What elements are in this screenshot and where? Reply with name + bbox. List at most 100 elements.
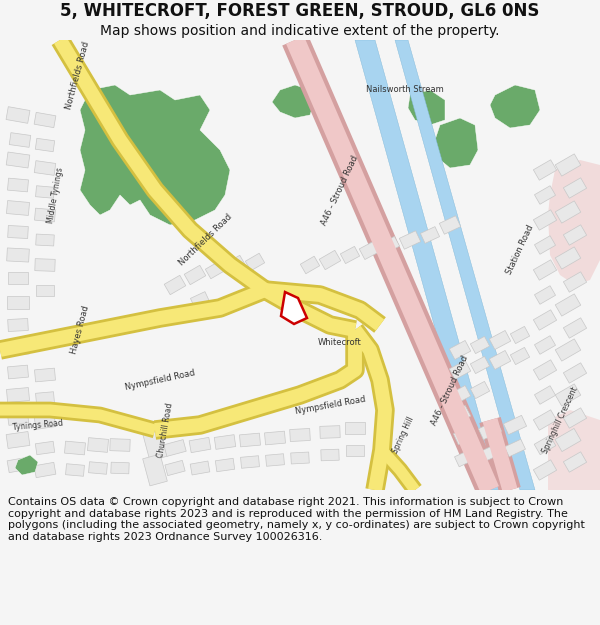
Polygon shape: [319, 250, 341, 270]
Polygon shape: [35, 368, 55, 382]
Polygon shape: [345, 422, 365, 434]
Polygon shape: [65, 464, 85, 476]
Polygon shape: [395, 40, 535, 490]
Polygon shape: [291, 452, 309, 464]
Text: Whitecroft: Whitecroft: [318, 338, 362, 347]
Text: 5, WHITECROFT, FOREST GREEN, STROUD, GL6 0NS: 5, WHITECROFT, FOREST GREEN, STROUD, GL6…: [61, 2, 539, 20]
Text: Hayes Road: Hayes Road: [69, 305, 91, 355]
Polygon shape: [380, 236, 400, 254]
Polygon shape: [301, 256, 320, 274]
Polygon shape: [35, 186, 55, 198]
Polygon shape: [503, 416, 527, 434]
Polygon shape: [555, 201, 581, 223]
Polygon shape: [490, 85, 540, 128]
Text: Nympsfield Road: Nympsfield Road: [124, 368, 196, 392]
Text: A46 - Stroud Road: A46 - Stroud Road: [430, 354, 470, 426]
Polygon shape: [449, 341, 471, 359]
Polygon shape: [470, 356, 490, 374]
Polygon shape: [110, 439, 130, 451]
Polygon shape: [7, 296, 29, 309]
Polygon shape: [548, 410, 600, 490]
Text: Northfields Road: Northfields Road: [65, 40, 91, 110]
Polygon shape: [340, 246, 359, 264]
Polygon shape: [241, 456, 259, 468]
Polygon shape: [35, 138, 55, 152]
Polygon shape: [245, 253, 265, 271]
Text: Springhill Crescent: Springhill Crescent: [541, 385, 580, 455]
Text: Spring Hill: Spring Hill: [391, 415, 415, 455]
Polygon shape: [533, 260, 557, 280]
Polygon shape: [8, 272, 28, 284]
Polygon shape: [111, 462, 129, 474]
Polygon shape: [9, 132, 31, 148]
Text: Northfields Road: Northfields Road: [176, 213, 233, 268]
Text: Contains OS data © Crown copyright and database right 2021. This information is : Contains OS data © Crown copyright and d…: [8, 497, 585, 542]
Polygon shape: [36, 234, 54, 246]
Polygon shape: [34, 112, 56, 128]
Polygon shape: [266, 454, 284, 466]
Polygon shape: [555, 384, 581, 406]
Polygon shape: [6, 431, 30, 449]
Polygon shape: [400, 231, 421, 249]
Polygon shape: [449, 386, 471, 404]
Polygon shape: [533, 160, 557, 180]
Polygon shape: [534, 435, 556, 455]
Text: Middle Tynings: Middle Tynings: [46, 166, 64, 224]
Polygon shape: [35, 392, 55, 404]
Polygon shape: [555, 429, 581, 451]
Polygon shape: [439, 216, 461, 234]
Polygon shape: [535, 336, 556, 354]
Polygon shape: [265, 431, 286, 445]
Polygon shape: [80, 85, 230, 225]
Polygon shape: [533, 210, 557, 230]
Polygon shape: [164, 439, 186, 456]
Polygon shape: [555, 247, 581, 269]
Polygon shape: [470, 381, 490, 399]
Polygon shape: [563, 177, 587, 198]
Polygon shape: [470, 336, 490, 354]
Polygon shape: [563, 225, 587, 245]
Polygon shape: [533, 410, 557, 430]
Polygon shape: [563, 408, 587, 428]
Polygon shape: [190, 461, 210, 475]
Polygon shape: [6, 107, 30, 123]
Polygon shape: [35, 259, 55, 271]
Polygon shape: [533, 460, 557, 480]
Polygon shape: [88, 438, 109, 452]
Polygon shape: [8, 226, 28, 239]
Polygon shape: [143, 429, 167, 461]
Polygon shape: [321, 449, 339, 461]
Polygon shape: [555, 154, 581, 176]
Polygon shape: [34, 414, 56, 429]
Polygon shape: [184, 265, 206, 285]
Text: Nailsworth Stream: Nailsworth Stream: [366, 86, 444, 94]
Text: Station Road: Station Road: [505, 224, 535, 276]
Polygon shape: [34, 161, 56, 176]
Polygon shape: [505, 439, 526, 457]
Polygon shape: [533, 360, 557, 380]
Polygon shape: [535, 236, 556, 254]
Polygon shape: [8, 178, 28, 192]
Polygon shape: [7, 458, 29, 472]
Polygon shape: [7, 248, 29, 262]
Polygon shape: [449, 406, 471, 424]
Polygon shape: [215, 458, 235, 472]
Polygon shape: [143, 454, 167, 486]
Text: Nympsfield Road: Nympsfield Road: [294, 394, 366, 416]
Polygon shape: [65, 441, 85, 455]
Polygon shape: [7, 411, 29, 426]
Polygon shape: [563, 318, 587, 338]
Polygon shape: [555, 339, 581, 361]
Polygon shape: [15, 455, 38, 475]
Text: Churchill Road: Churchill Road: [156, 402, 174, 458]
Polygon shape: [34, 462, 56, 478]
Polygon shape: [535, 386, 556, 404]
Polygon shape: [548, 160, 600, 285]
Polygon shape: [511, 348, 530, 364]
Polygon shape: [281, 292, 307, 324]
Polygon shape: [8, 319, 28, 331]
Polygon shape: [8, 365, 28, 379]
Polygon shape: [435, 118, 478, 168]
Polygon shape: [555, 294, 581, 316]
Polygon shape: [563, 452, 587, 472]
